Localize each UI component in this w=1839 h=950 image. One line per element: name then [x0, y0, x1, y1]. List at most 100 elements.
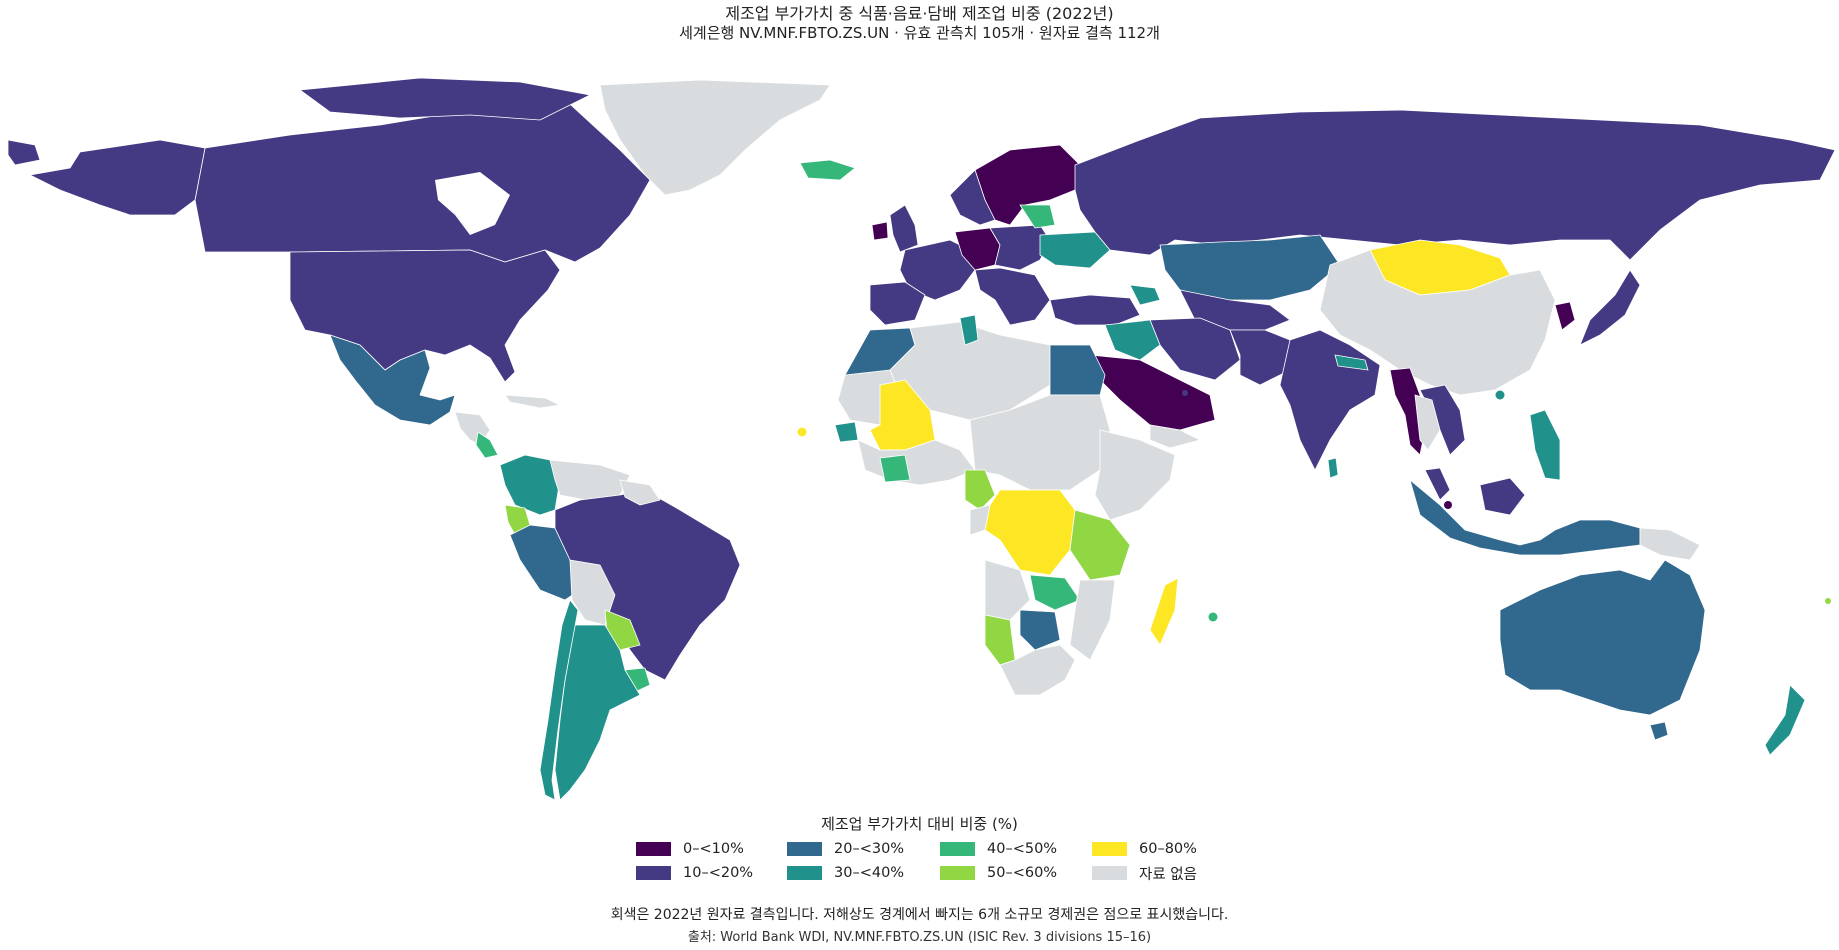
region-canada	[194, 94, 651, 263]
legend-item: 10–<20%	[636, 862, 753, 884]
region-namibia	[984, 614, 1016, 666]
legend-title: 제조업 부가가치 대비 비중 (%)	[821, 815, 1018, 833]
legend-swatch	[787, 842, 822, 856]
region-horn-africa	[1094, 429, 1176, 521]
legend-swatch	[1092, 866, 1127, 880]
legend-swatch	[636, 842, 671, 856]
region-australia	[1499, 559, 1706, 716]
region-egypt	[1049, 344, 1106, 396]
legend: 0–<10% 10–<20% 20–<30% 30–<40% 40–<50% 5…	[636, 838, 1236, 888]
legend-swatch	[940, 842, 975, 856]
map-title: 제조업 부가가치 중 식품·음료·담배 제조업 비중 (2022년)	[725, 4, 1114, 23]
legend-label: 자료 없음	[1139, 866, 1197, 883]
world-choropleth-map	[7, 77, 1836, 801]
region-caribbean	[504, 394, 561, 409]
legend-item: 0–<10%	[636, 838, 744, 860]
map-subtitle: 세계은행 NV.MNF.FBTO.ZS.UN · 유효 관측치 105개 · 원…	[679, 24, 1160, 42]
legend-item: 60–80%	[1092, 838, 1197, 860]
region-cameroon	[964, 469, 996, 511]
region-botswana	[1019, 609, 1061, 651]
region-png	[1639, 527, 1701, 561]
region-malaysia	[1424, 467, 1451, 501]
region-korea	[1554, 301, 1576, 331]
region-drc	[984, 489, 1076, 576]
region-sri-lanka	[1327, 457, 1339, 479]
water-hudson-bay	[435, 172, 510, 235]
region-chile	[539, 599, 579, 801]
legend-item: 20–<30%	[787, 838, 904, 860]
region-borneo	[1479, 477, 1526, 516]
region-mexico	[329, 334, 456, 426]
region-iraq-syria	[1104, 319, 1161, 361]
region-cote-divoire	[879, 454, 911, 483]
region-philippines	[1529, 409, 1561, 481]
region-china	[1319, 249, 1556, 396]
region-yemen	[1149, 424, 1201, 449]
region-scandinavia-north	[949, 169, 996, 226]
region-greenland	[599, 79, 831, 196]
source-line: 출처: World Bank WDI, NV.MNF.FBTO.ZS.UN (I…	[687, 930, 1152, 945]
region-tasmania	[1649, 721, 1669, 741]
region-canada-islands	[299, 77, 591, 121]
legend-label: 20–<30%	[834, 841, 905, 857]
region-saudi	[1089, 354, 1216, 431]
legend-item: 자료 없음	[1092, 862, 1197, 884]
region-alaska	[29, 139, 206, 216]
region-west-africa	[857, 439, 976, 486]
dot-small-economy-singapore	[1444, 501, 1452, 509]
legend-item: 30–<40%	[787, 862, 904, 884]
legend-label: 50–<60%	[987, 865, 1058, 881]
legend-swatch	[787, 866, 822, 880]
region-caucasus	[1129, 284, 1161, 306]
region-india	[1279, 329, 1381, 471]
region-mozambique	[1069, 579, 1116, 661]
region-south-africa	[999, 644, 1076, 696]
legend-item: 40–<50%	[940, 838, 1057, 860]
dot-small-economy-pacific	[1825, 598, 1831, 604]
dot-small-economy-hongkong	[1495, 390, 1505, 400]
legend-label: 40–<50%	[987, 841, 1058, 857]
region-turkey	[1049, 294, 1141, 326]
region-guianas	[619, 479, 661, 506]
region-nepal	[1334, 354, 1369, 371]
region-new-zealand	[1764, 684, 1806, 756]
legend-item: 50–<60%	[940, 862, 1057, 884]
region-ireland	[871, 221, 889, 241]
region-kenya-tanzania	[1069, 509, 1131, 581]
dot-small-economy-mauritius	[1208, 612, 1218, 622]
dot-small-economy-bahrain	[1182, 390, 1188, 396]
region-argentina	[554, 624, 641, 801]
region-tunisia	[959, 314, 979, 346]
legend-label: 10–<20%	[683, 865, 754, 881]
region-myanmar	[1389, 367, 1426, 456]
legend-swatch	[1092, 842, 1127, 856]
region-madagascar	[1149, 577, 1179, 646]
dot-small-economy-atlantic	[797, 427, 807, 437]
region-thailand	[1414, 394, 1441, 451]
region-iceland	[799, 159, 856, 181]
region-senegal	[834, 421, 859, 443]
region-italy-balkans	[974, 267, 1051, 326]
region-zambia	[1029, 574, 1081, 611]
legend-label: 0–<10%	[683, 841, 744, 857]
region-indonesia	[1409, 479, 1641, 556]
region-kazakhstan	[1159, 234, 1341, 301]
region-venezuela	[549, 459, 631, 501]
region-central-europe	[989, 224, 1051, 271]
legend-swatch	[636, 866, 671, 880]
region-japan	[1579, 269, 1641, 346]
region-western-europe	[899, 239, 976, 301]
region-chukotka	[7, 139, 41, 166]
region-iberia	[869, 281, 926, 326]
legend-label: 30–<40%	[834, 865, 905, 881]
region-baltics	[1019, 204, 1056, 229]
region-congo-gabon	[969, 504, 991, 536]
footnote: 회색은 2022년 원자료 결측입니다. 저해상도 경계에서 빠지는 6개 소규…	[610, 907, 1229, 923]
legend-label: 60–80%	[1139, 841, 1197, 857]
region-uk	[889, 204, 919, 253]
region-russia	[1074, 109, 1836, 261]
region-iran	[1149, 317, 1241, 381]
legend-swatch	[940, 866, 975, 880]
region-afghanistan-pakistan	[1229, 329, 1291, 386]
region-costa-rica	[475, 431, 499, 459]
